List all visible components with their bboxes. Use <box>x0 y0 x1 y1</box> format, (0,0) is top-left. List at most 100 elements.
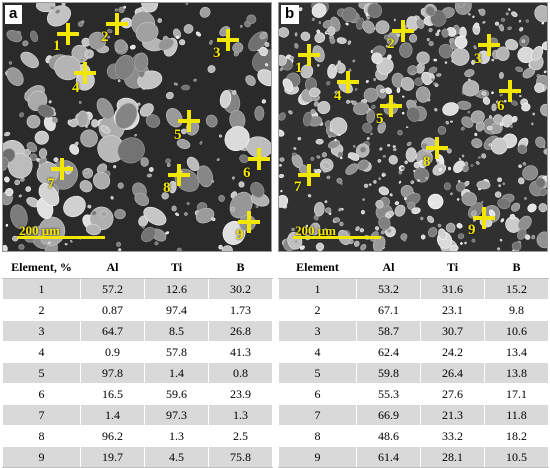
particle <box>518 164 522 168</box>
marker-label: 9 <box>236 227 244 243</box>
particle <box>405 126 409 128</box>
particle <box>360 243 367 251</box>
particle <box>505 39 519 51</box>
table-cell: 4.5 <box>144 446 209 468</box>
particle <box>481 153 487 159</box>
table-cell: 1 <box>278 278 357 300</box>
particle <box>499 24 504 32</box>
particle <box>495 100 500 105</box>
particle <box>255 205 259 209</box>
particle <box>445 120 449 125</box>
particle <box>309 87 321 98</box>
particle <box>480 200 484 204</box>
particle <box>438 228 447 240</box>
particle <box>25 186 32 192</box>
particle <box>398 180 402 184</box>
table-cell: 75.8 <box>208 446 273 468</box>
particle <box>511 11 518 17</box>
table-row: 6 55.3 27.6 17.1 <box>278 383 549 405</box>
marker-label: 5 <box>174 127 182 143</box>
table-cell: 1.3 <box>208 404 273 426</box>
table-cell: 26.8 <box>208 320 273 342</box>
particle <box>107 35 111 39</box>
particle <box>238 181 245 188</box>
particle <box>298 7 303 12</box>
sem-micrograph-b <box>279 3 547 251</box>
particle <box>475 144 479 148</box>
column-header: B <box>208 256 273 279</box>
crosshair-icon <box>178 110 200 132</box>
particle <box>541 21 545 25</box>
particle <box>183 24 194 34</box>
particle <box>216 158 220 162</box>
particle <box>6 30 23 43</box>
particle <box>444 61 448 64</box>
particle <box>86 52 91 57</box>
table-cell: 0.8 <box>208 362 273 384</box>
table-cell: 1.73 <box>208 299 273 321</box>
crosshair-icon <box>473 207 495 229</box>
particle <box>471 59 476 65</box>
table-cell: 30.7 <box>420 320 485 342</box>
particle <box>488 143 492 147</box>
particle <box>497 177 503 183</box>
particle <box>5 188 14 197</box>
particle <box>373 180 377 184</box>
particle <box>166 163 171 167</box>
table-cell: 67.1 <box>356 299 421 321</box>
particle <box>245 75 256 86</box>
particle <box>486 125 493 131</box>
particle <box>3 157 9 171</box>
particle <box>82 169 90 175</box>
particle <box>491 91 494 95</box>
particle <box>376 113 379 116</box>
particle <box>425 6 436 17</box>
particle <box>371 52 383 64</box>
table-row: 8 48.6 33.2 18.2 <box>278 425 549 447</box>
particle <box>367 3 383 19</box>
table-cell: 6 <box>2 383 81 405</box>
particle <box>374 226 380 231</box>
particle <box>186 156 200 172</box>
particle <box>325 31 329 34</box>
particle <box>450 192 453 196</box>
particle <box>315 242 325 251</box>
particle <box>437 223 442 228</box>
particle <box>80 129 98 148</box>
particle <box>461 154 465 158</box>
particle <box>279 129 285 137</box>
particle <box>427 193 444 210</box>
table-header-row: Element Al Ti B <box>278 256 549 279</box>
particle <box>324 227 327 231</box>
particle <box>474 22 480 28</box>
particle <box>482 21 486 24</box>
particle <box>366 136 370 141</box>
particle <box>427 98 431 102</box>
particle <box>366 109 376 124</box>
particle <box>359 228 365 233</box>
particle <box>69 118 79 128</box>
particle <box>134 192 150 207</box>
particle <box>402 95 405 98</box>
table-cell: 19.7 <box>80 446 145 468</box>
particle <box>117 79 121 83</box>
particle <box>460 242 463 245</box>
particle <box>322 19 333 29</box>
particle <box>404 160 408 165</box>
particle <box>362 198 365 201</box>
panel-label-b: b <box>281 5 300 24</box>
marker-label: 1 <box>53 38 61 54</box>
particle <box>522 161 527 166</box>
table-cell: 24.2 <box>420 341 485 363</box>
particle <box>118 6 125 14</box>
particle <box>110 196 114 200</box>
particle <box>336 37 347 44</box>
particle <box>455 181 466 192</box>
particle <box>525 19 529 23</box>
table-cell: 7 <box>2 404 81 426</box>
particle <box>470 110 485 124</box>
crosshair-icon <box>106 13 128 35</box>
particle <box>531 46 544 61</box>
particle <box>403 238 407 242</box>
particle <box>30 30 39 43</box>
